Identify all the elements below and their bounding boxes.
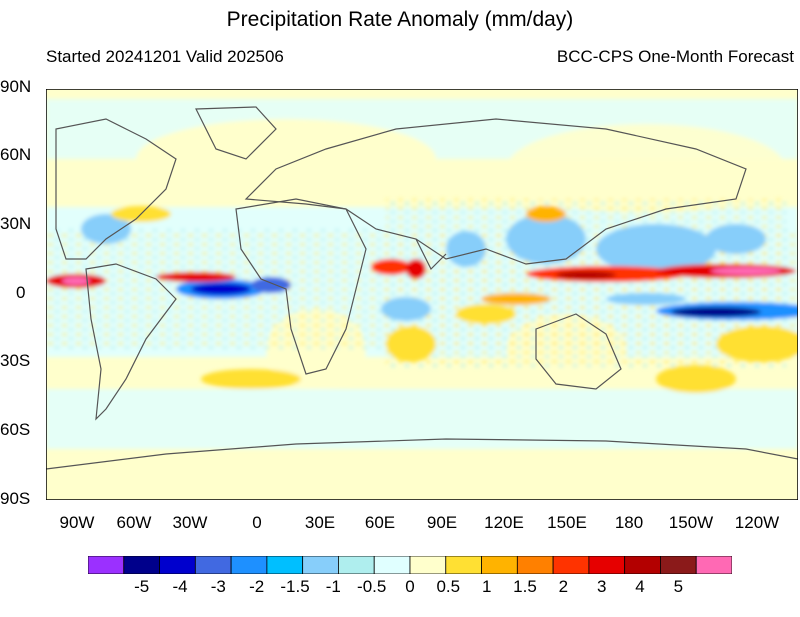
anomaly-map (46, 89, 798, 500)
colorbar-swatch (588, 556, 626, 574)
x-tick-label: 120W (734, 513, 780, 532)
colorbar-swatch (373, 556, 411, 574)
colorbar-swatch (338, 556, 375, 574)
colorbar-swatch (695, 556, 732, 574)
colorbar-tick-label: -1 (325, 577, 341, 596)
x-tick-label: 0 (252, 513, 262, 532)
colorbar-swatch (302, 556, 339, 574)
y-tick-label: 30S (0, 351, 31, 370)
colorbar-tick-label: 1 (481, 577, 492, 596)
colorbar-swatch (445, 556, 482, 574)
forecast-dates: Started 20241201 Valid 202506 (46, 47, 284, 66)
y-tick-label: 60S (0, 420, 31, 439)
colorbar-tick-label: 1.5 (513, 577, 537, 596)
colorbar-tick-label: 5 (673, 577, 684, 596)
x-tick-label: 60E (364, 513, 396, 532)
anomaly-field (46, 99, 798, 449)
x-tick-label: 30W (172, 513, 208, 532)
colorbar-swatch (552, 556, 590, 574)
x-tick-label: 90W (59, 513, 95, 532)
colorbar-tick-label: 4 (635, 577, 645, 596)
colorbar-tick-label: -1.5 (280, 577, 310, 596)
x-tick-label: 150E (547, 513, 587, 532)
y-tick-label: 90S (0, 489, 31, 508)
colorbar-tick-label: 0 (405, 577, 415, 596)
colorbar-swatch (409, 556, 447, 574)
coastlines (46, 106, 798, 470)
colorbar-swatch (194, 556, 232, 574)
y-tick-label: 60N (0, 145, 32, 164)
colorbar-tick-label: -2 (249, 577, 265, 596)
y-tick-label: 90N (0, 77, 32, 96)
colorbar-swatch (516, 556, 554, 574)
model-name: BCC-CPS One-Month Forecast (556, 47, 794, 66)
colorbar-tick-label: -0.5 (357, 577, 387, 596)
colorbar-swatch (624, 556, 661, 574)
colorbar-swatch (159, 556, 196, 574)
colorbar-tick-label: -5 (134, 577, 150, 596)
colorbar-swatch (266, 556, 304, 574)
colorbar-swatch (230, 556, 268, 574)
colorbar-tick-label: 2 (558, 577, 569, 596)
colorbar (88, 556, 732, 574)
colorbar-swatch (481, 556, 518, 574)
colorbar-swatch (660, 556, 697, 574)
colorbar-tick-label: 3 (596, 577, 607, 596)
x-tick-label: 150W (668, 513, 714, 532)
x-tick-label: 120E (484, 513, 524, 532)
colorbar-tick-label: -3 (210, 577, 226, 596)
colorbar-swatch (123, 556, 160, 574)
x-tick-label: 180 (614, 513, 644, 532)
x-tick-label: 60W (116, 513, 152, 532)
x-tick-label: 30E (304, 513, 336, 532)
y-tick-label: 30N (0, 214, 32, 233)
chart-title: Precipitation Rate Anomaly (mm/day) (226, 8, 574, 31)
colorbar-swatch (88, 556, 125, 574)
y-tick-label: 0 (16, 283, 26, 302)
x-tick-label: 90E (426, 513, 458, 532)
colorbar-tick-label: 0.5 (436, 577, 461, 596)
colorbar-tick-label: -4 (172, 577, 188, 596)
